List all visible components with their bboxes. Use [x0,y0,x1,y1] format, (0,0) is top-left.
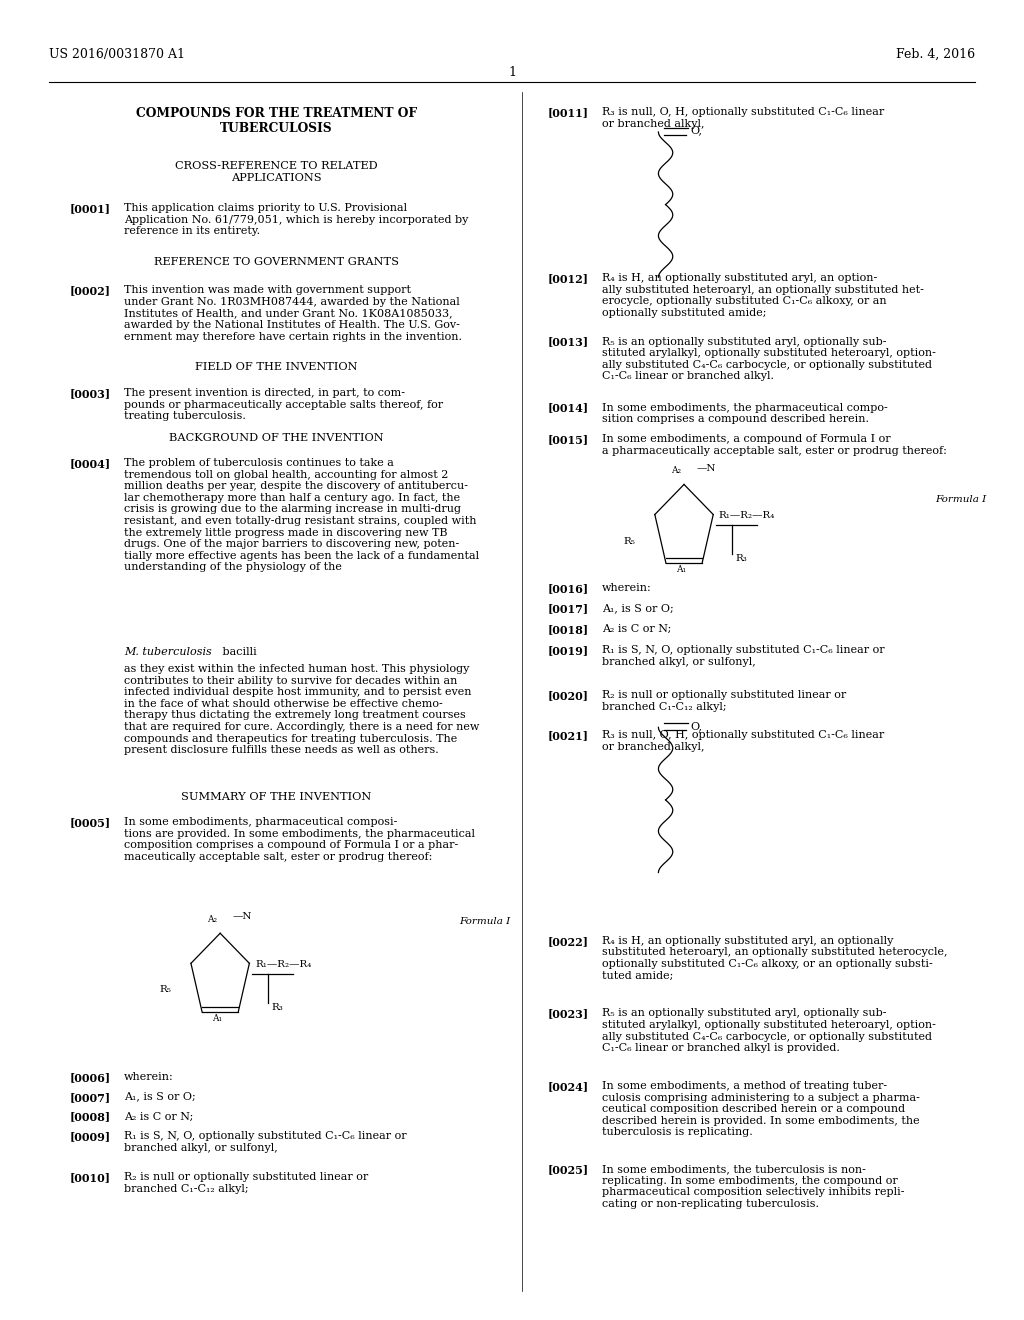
Text: [0009]: [0009] [70,1131,111,1142]
Text: BACKGROUND OF THE INVENTION: BACKGROUND OF THE INVENTION [169,433,384,444]
Text: —N: —N [696,463,716,473]
Text: R₅: R₅ [623,537,635,545]
Text: [0005]: [0005] [70,817,111,828]
Text: [0015]: [0015] [548,434,589,445]
Text: R₂ is null or optionally substituted linear or
branched C₁-C₁₂ alkyl;: R₂ is null or optionally substituted lin… [124,1172,369,1193]
Text: R₂ is null or optionally substituted linear or
branched C₁-C₁₂ alkyl;: R₂ is null or optionally substituted lin… [602,690,847,711]
Text: REFERENCE TO GOVERNMENT GRANTS: REFERENCE TO GOVERNMENT GRANTS [154,257,399,268]
Text: bacilli: bacilli [219,647,257,657]
Text: [0001]: [0001] [70,203,111,214]
Text: FIELD OF THE INVENTION: FIELD OF THE INVENTION [196,362,357,372]
Text: R₅ is an optionally substituted aryl, optionally sub-
stituted arylalkyl, option: R₅ is an optionally substituted aryl, op… [602,337,936,381]
Text: In some embodiments, the tuberculosis is non-
replicating. In some embodiments, : In some embodiments, the tuberculosis is… [602,1164,904,1209]
Text: Feb. 4, 2016: Feb. 4, 2016 [896,48,975,61]
Text: [0019]: [0019] [548,645,589,656]
Text: US 2016/0031870 A1: US 2016/0031870 A1 [49,48,185,61]
Text: 1: 1 [508,66,516,79]
Text: A₁, is S or O;: A₁, is S or O; [602,603,674,614]
Text: —N: —N [232,912,252,921]
Text: [0006]: [0006] [70,1072,111,1082]
Text: [0024]: [0024] [548,1081,589,1092]
Text: In some embodiments, the pharmaceutical compo-
sition comprises a compound descr: In some embodiments, the pharmaceutical … [602,403,888,424]
Text: R₁ is S, N, O, optionally substituted C₁-C₆ linear or
branched alkyl, or sulfony: R₁ is S, N, O, optionally substituted C₁… [602,645,885,667]
Text: [0004]: [0004] [70,458,111,469]
Text: A₂: A₂ [671,466,681,475]
Text: [0010]: [0010] [70,1172,111,1183]
Text: O,: O, [690,721,702,731]
Text: A₁, is S or O;: A₁, is S or O; [124,1092,196,1102]
Text: [0002]: [0002] [70,285,111,296]
Text: R₃: R₃ [271,1003,283,1012]
Text: R₁—R₂—R₄: R₁—R₂—R₄ [255,960,311,969]
Text: M. tuberculosis: M. tuberculosis [124,647,212,657]
Text: [0023]: [0023] [548,1008,589,1019]
Text: In some embodiments, pharmaceutical composi-
tions are provided. In some embodim: In some embodiments, pharmaceutical comp… [124,817,475,862]
Text: The present invention is directed, in part, to com-
pounds or pharmaceutically a: The present invention is directed, in pa… [124,388,443,421]
Text: R₅ is an optionally substituted aryl, optionally sub-
stituted arylalkyl, option: R₅ is an optionally substituted aryl, op… [602,1008,936,1053]
Text: R₁ is S, N, O, optionally substituted C₁-C₆ linear or
branched alkyl, or sulfony: R₁ is S, N, O, optionally substituted C₁… [124,1131,407,1152]
Text: A₂: A₂ [207,915,217,924]
Text: In some embodiments, a method of treating tuber-
culosis comprising administerin: In some embodiments, a method of treatin… [602,1081,920,1138]
Text: [0012]: [0012] [548,273,589,284]
Text: SUMMARY OF THE INVENTION: SUMMARY OF THE INVENTION [181,792,372,803]
Text: In some embodiments, a compound of Formula I or
a pharmaceutically acceptable sa: In some embodiments, a compound of Formu… [602,434,947,455]
Text: R₃ is null, O, H, optionally substituted C₁-C₆ linear
or branched alkyl,: R₃ is null, O, H, optionally substituted… [602,107,885,128]
Text: [0011]: [0011] [548,107,589,117]
Text: [0013]: [0013] [548,337,589,347]
Text: [0022]: [0022] [548,936,589,946]
Text: as they exist within the infected human host. This physiology
contributes to the: as they exist within the infected human … [124,664,479,755]
Text: CROSS-REFERENCE TO RELATED
APPLICATIONS: CROSS-REFERENCE TO RELATED APPLICATIONS [175,161,378,182]
Text: R₁—R₂—R₄: R₁—R₂—R₄ [719,511,775,520]
Text: R₄ is H, an optionally substituted aryl, an option-
ally substituted heteroaryl,: R₄ is H, an optionally substituted aryl,… [602,273,924,318]
Text: A₁: A₁ [676,565,686,574]
Text: [0025]: [0025] [548,1164,589,1175]
Text: [0007]: [0007] [70,1092,111,1102]
Text: O,: O, [690,125,702,136]
Text: A₂ is C or N;: A₂ is C or N; [602,624,672,635]
Text: [0021]: [0021] [548,730,589,741]
Text: [0018]: [0018] [548,624,589,635]
Text: This invention was made with government support
under Grant No. 1R03MH087444, aw: This invention was made with government … [124,285,462,342]
Text: A₂ is C or N;: A₂ is C or N; [124,1111,194,1122]
Text: [0003]: [0003] [70,388,111,399]
Text: Formula I: Formula I [459,917,510,927]
Text: [0017]: [0017] [548,603,589,614]
Text: R₃ is null, O, H, optionally substituted C₁-C₆ linear
or branched alkyl,: R₃ is null, O, H, optionally substituted… [602,730,885,751]
Text: This application claims priority to U.S. Provisional
Application No. 61/779,051,: This application claims priority to U.S.… [124,203,468,236]
Text: [0014]: [0014] [548,403,589,413]
Text: [0016]: [0016] [548,583,589,594]
Text: R₄ is H, an optionally substituted aryl, an optionally
substituted heteroaryl, a: R₄ is H, an optionally substituted aryl,… [602,936,947,981]
Text: R₅: R₅ [159,986,171,994]
Text: COMPOUNDS FOR THE TREATMENT OF
TUBERCULOSIS: COMPOUNDS FOR THE TREATMENT OF TUBERCULO… [136,107,417,135]
Text: The problem of tuberculosis continues to take a
tremendous toll on global health: The problem of tuberculosis continues to… [124,458,479,573]
Text: wherein:: wherein: [124,1072,174,1082]
Text: A₁: A₁ [212,1014,222,1023]
Text: wherein:: wherein: [602,583,652,594]
Text: [0020]: [0020] [548,690,589,701]
Text: R₃: R₃ [735,554,746,564]
Text: [0008]: [0008] [70,1111,111,1122]
Text: Formula I: Formula I [935,495,986,504]
